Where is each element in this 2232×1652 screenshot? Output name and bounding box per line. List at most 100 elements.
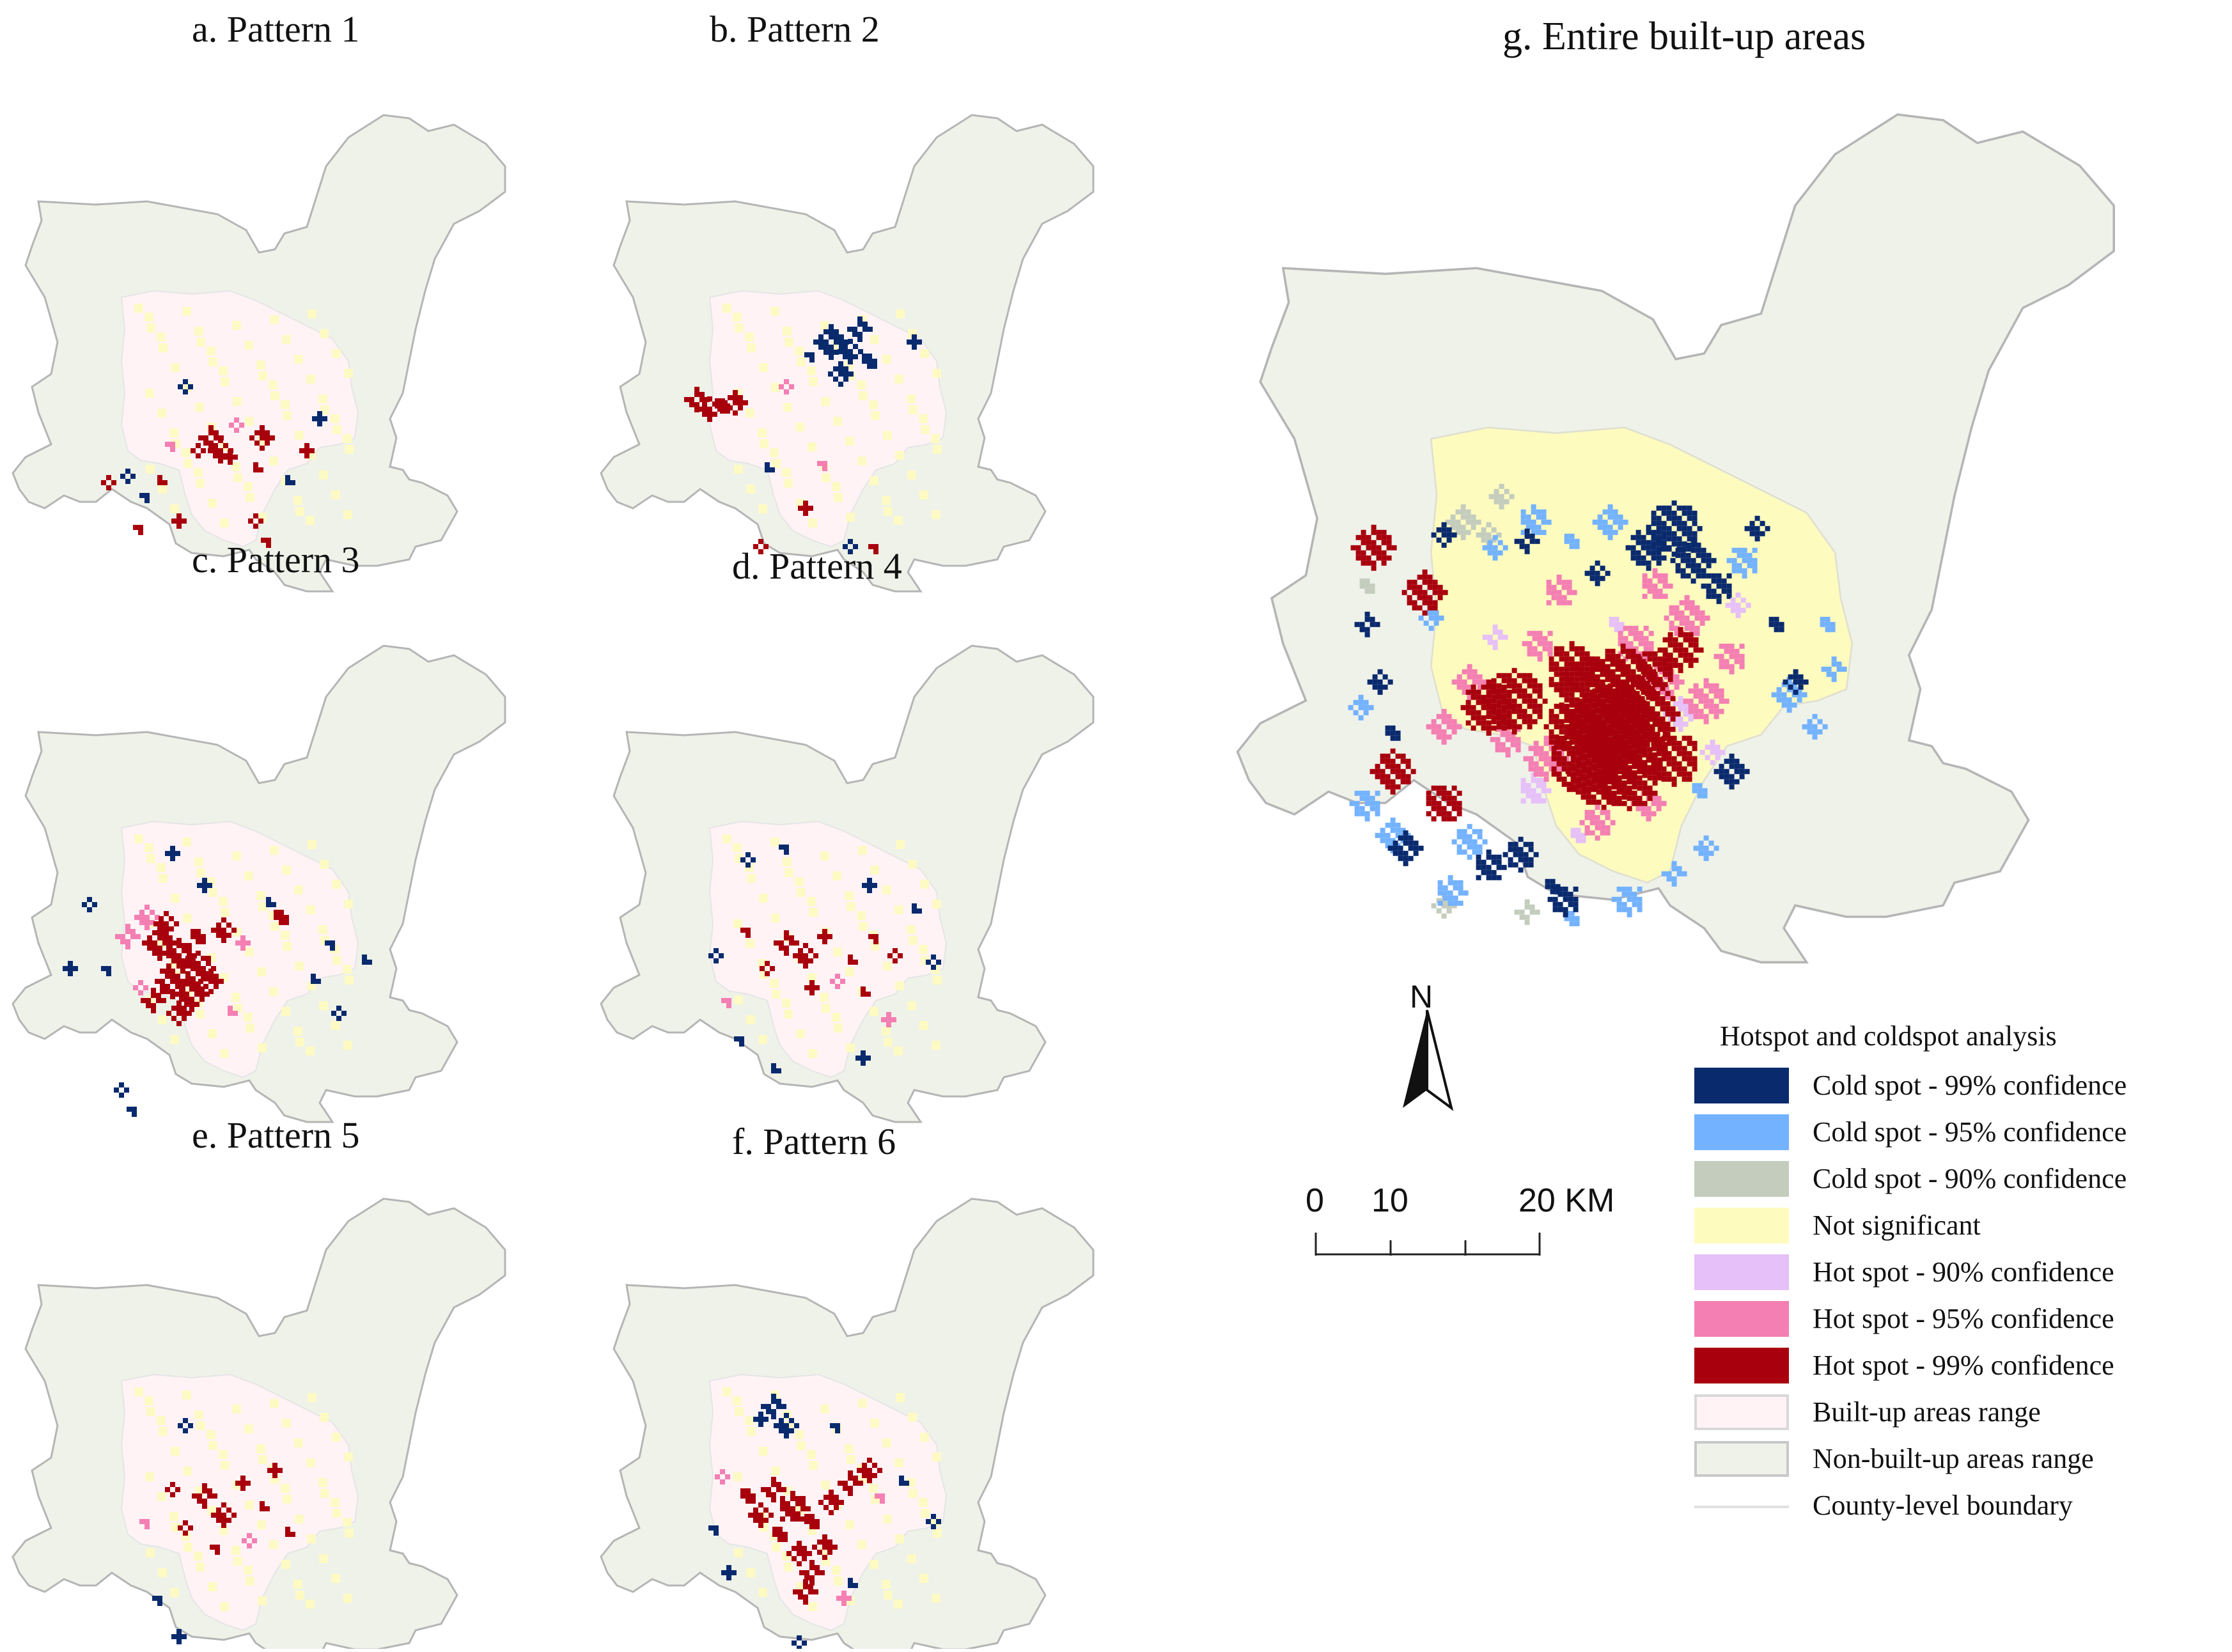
main-hot99-cell-4 [1619,721,1625,727]
main-hot99-cell-4 [1614,731,1619,737]
main-hot99-cell-10 [1460,705,1466,710]
main-hot99-cell-10 [1471,715,1476,721]
main-hot95-cell-13 [1566,579,1572,585]
main-hot99-cell-13 [1437,595,1443,600]
main-hot90-cell-1 [1541,798,1547,804]
main-cold95-cell-16 [1826,666,1832,672]
panel-d-map [600,644,1095,1123]
main-hot90-cell-2 [1614,616,1619,622]
main-hot99-cell-4 [1644,706,1650,712]
main-cold99-cell-17 [1749,526,1755,531]
hot99-d-cell-1 [798,953,803,958]
cold99-b-cell-3 [843,377,848,382]
hot99-c-cell-7 [198,979,203,984]
main-hot99-cell-18 [1688,642,1694,648]
main-hot95-cell-3 [1495,747,1501,752]
main-cold99-cell-10 [1513,846,1518,852]
hot99-c-cell-2 [206,961,211,966]
hot99-f-cell-3 [829,1490,834,1495]
main-hot99-cell-14 [1366,540,1371,545]
main-hot99-cell-18 [1667,662,1673,668]
hot99-a-cell-3 [270,435,275,440]
main-hot99-cell-7 [1606,790,1612,796]
hot99-c-cell-2 [191,966,196,971]
main-cold99-cell-14 [1779,627,1784,632]
hot99-a-cell-9 [133,525,138,530]
main-cold95-cell-13 [1703,855,1709,861]
main-hot95-cell-10 [1600,825,1605,830]
main-cold95-cell-4 [1797,692,1802,697]
main-hot99-cell-7 [1642,765,1648,770]
main-hot99-cell-14 [1355,534,1361,540]
main-cold95-cell-5 [1802,724,1807,729]
main-hot90-cell-1 [1541,783,1547,788]
main-cold95-cell-7 [1375,806,1380,811]
hot95-c-cell-0 [120,934,125,939]
hot99-b-cell-4 [758,539,763,544]
hot99-e-cell-0 [202,1488,207,1493]
main-cold99-cell-1 [1701,547,1706,553]
main-cold99-cell-5 [1382,684,1388,690]
main-hot99-cell-6 [1591,753,1596,759]
main-cold99-cell-13 [1605,570,1611,576]
main-cold99-cell-0 [1671,520,1677,526]
main-hot99-cell-6 [1611,763,1617,769]
cold99-f-cell-0 [781,1404,786,1409]
main-cold99-cell-2 [1656,555,1662,561]
main-hot95-cell-8 [1467,669,1472,674]
hot99-c-cell-10 [279,920,284,925]
main-cold99-cell-2 [1656,540,1662,545]
hot99-a-cell-1 [218,448,223,453]
hot95-b-cell-0 [789,384,794,389]
hot99-f-cell-7 [786,1551,792,1556]
main-cold95-cell-19 [1428,625,1434,631]
main-hot95-cell-6 [1713,713,1719,719]
main-hot99-cell-15 [1400,768,1406,774]
main-hot99-cell-4 [1624,680,1630,686]
hot99-c-cell-9 [226,933,231,938]
main-hot99-cell-2 [1587,698,1593,704]
main-hot99-cell-4 [1614,711,1619,717]
main-hot99-cell-1 [1615,664,1621,669]
hot99-e-cell-3 [265,1506,270,1511]
main-hot95-cell-9 [1657,578,1663,584]
main-hot99-cell-6 [1632,763,1637,769]
hot99-f-cell-5 [877,1468,882,1473]
hot99-c-cell-2 [196,951,201,956]
main-cold95-cell-17 [1502,545,1508,550]
main-cold95-cell-0 [1607,529,1613,535]
legend-title: Hotspot and coldspot analysis [1720,1020,2057,1052]
cold99-b-cell-3 [848,371,854,377]
hot99-d-cell-1 [803,943,808,948]
main-hot95-cell-10 [1589,814,1595,820]
main-cold95-cell-11 [1632,896,1637,902]
cold99-c-cell-4 [341,1011,347,1016]
main-cold99-cell-3 [1706,583,1712,589]
main-hot95-cell-5 [1674,610,1680,616]
main-cold99-cell-8 [1734,768,1740,774]
main-cold90-cell-4 [1529,909,1535,915]
main-hot99-cell-18 [1662,637,1668,643]
hot99-a-cell-10 [176,513,182,518]
cold99-b-cell-8 [848,549,853,554]
main-cold99-cell-15 [1788,684,1793,690]
main-cold95-cell-17 [1482,545,1488,550]
main-cold95-cell-7 [1349,800,1355,806]
main-hot95-cell-8 [1477,684,1483,690]
hot99-a-cell-3 [254,430,260,435]
main-hot95-cell-5 [1669,605,1674,611]
main-hot99-cell-12 [1642,651,1648,657]
main-cold99-cell-2 [1651,555,1657,561]
main-hot99-cell-6 [1611,784,1617,790]
main-hot99-cell-11 [1595,666,1600,672]
hot99-b-cell-1 [707,412,712,417]
main-hot99-cell-11 [1584,671,1590,677]
main-cold99-cell-11 [1568,901,1573,907]
main-hot99-cell-14 [1371,565,1377,571]
hot99-f-cell-1 [800,1501,806,1506]
hot99-a-cell-11 [258,467,263,472]
main-hot99-cell-13 [1407,595,1412,600]
main-hot99-cell-10 [1471,710,1476,715]
main-cold99-cell-11 [1568,891,1573,897]
main-hot99-cell-10 [1486,679,1492,685]
